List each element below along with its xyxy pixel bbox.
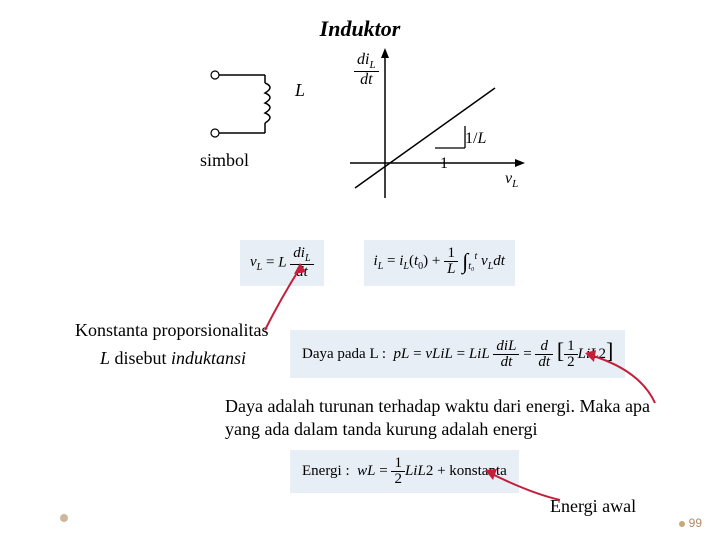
page-number: 99 [679,516,702,530]
formula-energi: Energi : wL = 12LiL2 + konstanta [290,450,519,493]
text-disebut: L disebut induktansi [100,348,246,369]
symbol-caption: simbol [200,150,249,171]
text-konstanta: Konstanta proporsionalitas [75,320,268,341]
graph-ylabel: diL dt [354,52,379,88]
inductor-label-L: L [295,80,305,101]
graph-xlabel: vL [505,170,518,190]
formula-row: vL = L diLdt iL = iL(t0) + 1L ∫t₀t vLdt [240,240,515,286]
formula-il: iL = iL(t0) + 1L ∫t₀t vLdt [364,240,515,286]
graph-run-label: 1 [440,155,448,173]
graph-slope-label: 1/L [465,130,486,148]
formula-daya: Daya pada L : pL = vLiL = LiL diLdt = dd… [290,330,625,378]
page-title: Induktor [0,16,720,42]
bullet-decoration [60,514,68,522]
inductor-symbol [200,55,320,155]
text-daya-desc: Daya adalah turunan terhadap waktu dari … [225,395,685,442]
formula-vl: vL = L diLdt [240,240,324,286]
text-energi-awal: Energi awal [550,496,636,517]
